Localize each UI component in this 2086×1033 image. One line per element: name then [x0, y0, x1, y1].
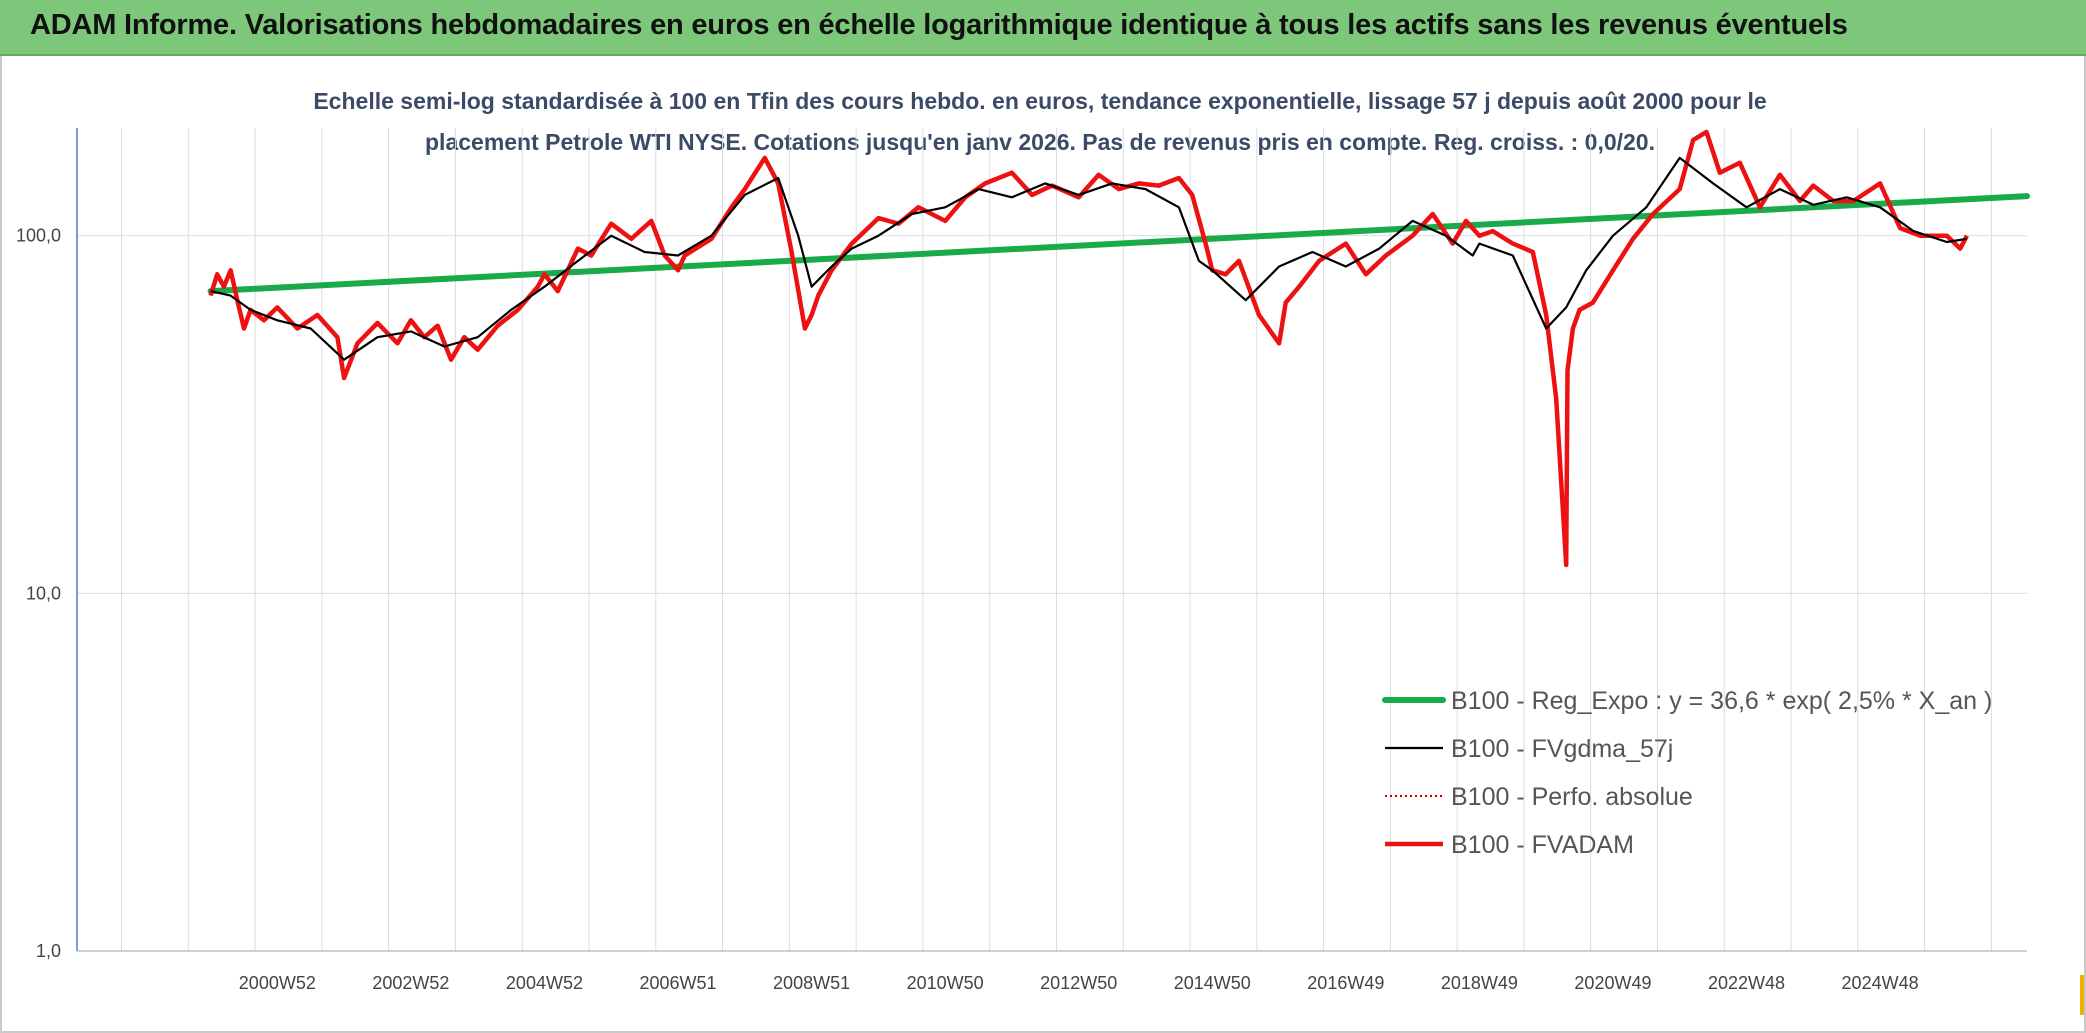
x-tick-label: 2018W49: [1441, 973, 1518, 993]
chart-frame: [0, 56, 2086, 1033]
legend: B100 - Reg_Expo : y = 36,6 * exp( 2,5% *…: [1382, 687, 1992, 859]
series-line-thin-black: [210, 156, 1968, 361]
legend-label: B100 - FVgdma_57j: [1451, 735, 1673, 763]
x-tick-label: 2014W50: [1174, 973, 1251, 993]
gridlines: [77, 128, 2027, 952]
legend-label: B100 - FVADAM: [1451, 831, 1634, 859]
x-tick-label: 2000W52: [239, 973, 316, 993]
x-tick-label: 2024W48: [1842, 973, 1919, 993]
header-banner: ADAM Informe. Valorisations hebdomadaire…: [0, 0, 2086, 56]
series-line-thick-green: [207, 193, 2030, 295]
x-tick-label: 2004W52: [506, 973, 583, 993]
x-tick-label: 2006W51: [639, 973, 716, 993]
y-tick-label: 10,0: [26, 583, 61, 603]
x-tick-label: 2022W48: [1708, 973, 1785, 993]
series-line-thick-red: [208, 129, 1969, 568]
chart-title-line2: placement Petrole WTI NYSE. Cotations ju…: [425, 129, 1655, 155]
legend-label: B100 - Reg_Expo : y = 36,6 * exp( 2,5% *…: [1451, 687, 1992, 715]
corner-marker-bottom-right: [2080, 975, 2086, 1015]
x-tick-label: 2012W50: [1040, 973, 1117, 993]
chart-title-line1: Echelle semi-log standardisée à 100 en T…: [313, 88, 1767, 114]
y-tick-label: 100,0: [16, 226, 61, 246]
legend-label: B100 - Perfo. absolue: [1451, 783, 1693, 811]
y-tick-label: 1,0: [36, 941, 61, 961]
x-tick-label: 2010W50: [907, 973, 984, 993]
x-tick-label: 2002W52: [372, 973, 449, 993]
x-tick-label: 2020W49: [1574, 973, 1651, 993]
series-group: [207, 129, 2030, 568]
x-tick-label: 2008W51: [773, 973, 850, 993]
axes: 1,0 10,0 100,0 2000W52 2002W52 2004W52 2006W51…: [16, 128, 2027, 993]
x-tick-label: 2016W49: [1307, 973, 1384, 993]
page-title: ADAM Informe. Valorisations hebdomadaire…: [30, 9, 1848, 41]
